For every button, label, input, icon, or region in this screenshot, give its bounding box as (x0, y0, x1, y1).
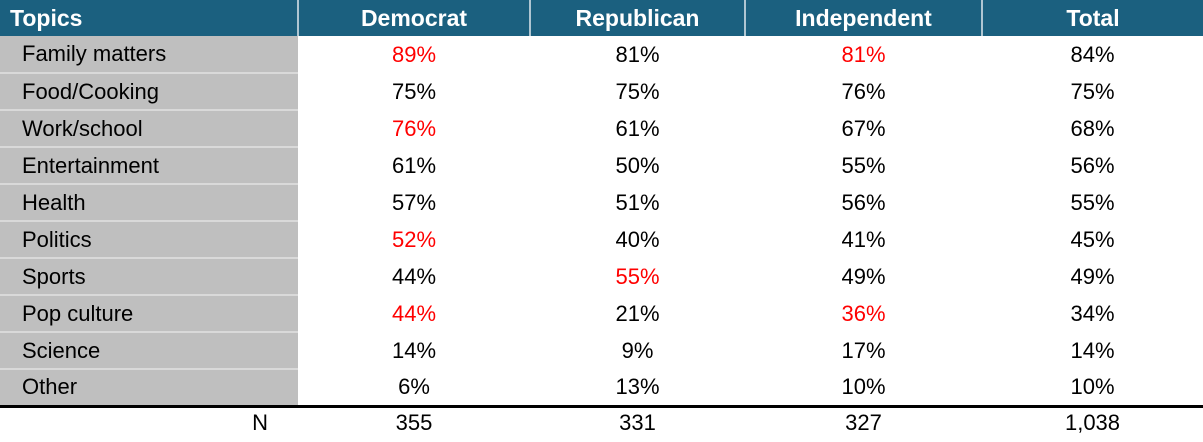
topic-label: Family matters (0, 36, 298, 74)
topic-label: Health (0, 184, 298, 222)
value-cell: 55% (982, 184, 1203, 221)
value-cell: 6% (298, 369, 530, 406)
value-cell-highlighted: 36% (745, 295, 982, 332)
value-cell: 10% (745, 369, 982, 406)
topic-label: Pop culture (0, 295, 298, 333)
sample-size-row: N 355 331 327 1,038 (0, 404, 1203, 439)
table-row: Food/Cooking 75% 75% 76% 75% (0, 73, 1203, 111)
value-cell-highlighted: 81% (745, 36, 982, 73)
table-row: Sports 44% 55% 49% 49% (0, 258, 1203, 296)
value-cell: 75% (298, 73, 530, 110)
table-row: Family matters 89% 81% 81% 84% (0, 36, 1203, 74)
table-body: Family matters 89% 81% 81% 84% Food/Cooking 75… (0, 36, 1203, 406)
value-cell: 61% (298, 147, 530, 184)
sample-size-value: 327 (745, 404, 982, 439)
value-cell: 51% (530, 184, 745, 221)
value-cell: 41% (745, 221, 982, 258)
table-row: Work/school 76% 61% 67% 68% (0, 110, 1203, 148)
table-header-row: Topics Democrat Republican Independent T… (0, 0, 1203, 36)
value-cell: 56% (982, 147, 1203, 184)
value-cell: 76% (745, 73, 982, 110)
sample-size-label: N (0, 404, 298, 439)
sample-size-value: 1,038 (982, 404, 1203, 439)
value-cell: 50% (530, 147, 745, 184)
topic-label: Politics (0, 221, 298, 259)
value-cell: 57% (298, 184, 530, 221)
value-cell: 21% (530, 295, 745, 332)
value-cell: 81% (530, 36, 745, 73)
value-cell: 49% (982, 258, 1203, 295)
topic-label: Other (0, 369, 298, 406)
value-cell: 45% (982, 221, 1203, 258)
value-cell: 17% (745, 332, 982, 369)
value-cell: 75% (530, 73, 745, 110)
value-cell: 55% (745, 147, 982, 184)
value-cell: 75% (982, 73, 1203, 110)
column-header-total: Total (982, 0, 1203, 36)
column-header-republican: Republican (530, 0, 746, 36)
value-cell-highlighted: 76% (298, 110, 530, 147)
value-cell-highlighted: 44% (298, 295, 530, 332)
value-cell: 84% (982, 36, 1203, 73)
table-row: Pop culture 44% 21% 36% 34% (0, 295, 1203, 333)
value-cell-highlighted: 89% (298, 36, 530, 73)
value-cell: 68% (982, 110, 1203, 147)
value-cell: 49% (745, 258, 982, 295)
table-row: Other 6% 13% 10% 10% (0, 369, 1203, 406)
value-cell: 13% (530, 369, 745, 406)
value-cell: 61% (530, 110, 745, 147)
table-row: Health 57% 51% 56% 55% (0, 184, 1203, 222)
sample-size-value: 355 (298, 404, 530, 439)
value-cell-highlighted: 55% (530, 258, 745, 295)
column-header-topics: Topics (0, 0, 299, 36)
value-cell: 9% (530, 332, 745, 369)
value-cell: 56% (745, 184, 982, 221)
value-cell: 67% (745, 110, 982, 147)
value-cell: 14% (982, 332, 1203, 369)
value-cell: 40% (530, 221, 745, 258)
topic-label: Entertainment (0, 147, 298, 185)
column-header-independent: Independent (745, 0, 983, 36)
value-cell: 14% (298, 332, 530, 369)
value-cell: 44% (298, 258, 530, 295)
topic-label: Science (0, 332, 298, 370)
value-cell: 34% (982, 295, 1203, 332)
table-row: Politics 52% 40% 41% 45% (0, 221, 1203, 259)
topic-label: Sports (0, 258, 298, 296)
value-cell: 10% (982, 369, 1203, 406)
sample-size-value: 331 (530, 404, 745, 439)
column-header-democrat: Democrat (298, 0, 531, 36)
table-row: Entertainment 61% 50% 55% 56% (0, 147, 1203, 185)
topic-label: Food/Cooking (0, 73, 298, 111)
table-row: Science 14% 9% 17% 14% (0, 332, 1203, 370)
value-cell-highlighted: 52% (298, 221, 530, 258)
topic-label: Work/school (0, 110, 298, 148)
